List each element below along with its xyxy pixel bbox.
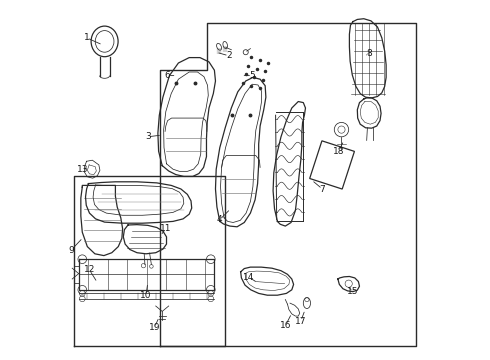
Text: 9: 9 <box>68 246 74 255</box>
Text: 15: 15 <box>347 287 359 296</box>
Text: 17: 17 <box>295 317 307 325</box>
Text: 1: 1 <box>84 33 90 42</box>
Text: 18: 18 <box>333 147 344 156</box>
Text: 11: 11 <box>160 224 172 233</box>
Text: 6: 6 <box>165 71 171 80</box>
Text: 10: 10 <box>140 291 152 300</box>
Text: 2: 2 <box>226 51 232 60</box>
Text: 19: 19 <box>148 323 160 332</box>
Text: 14: 14 <box>243 273 254 282</box>
Text: 4: 4 <box>217 215 222 224</box>
Text: 8: 8 <box>367 49 372 58</box>
Text: 16: 16 <box>280 321 291 330</box>
Text: 3: 3 <box>145 132 151 141</box>
Text: 13: 13 <box>76 165 88 174</box>
Text: 12: 12 <box>84 266 95 274</box>
Text: 5: 5 <box>249 71 255 80</box>
Text: 7: 7 <box>319 184 325 194</box>
